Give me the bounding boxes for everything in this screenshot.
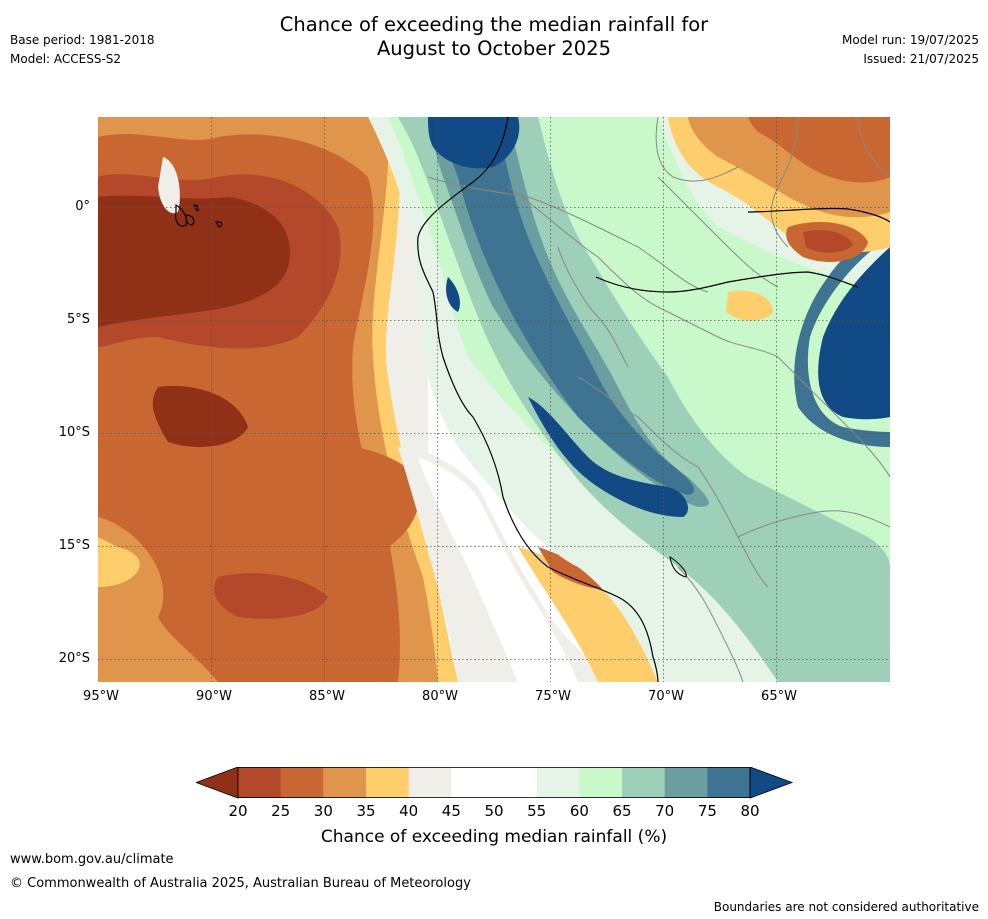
pacific-15 <box>98 195 290 327</box>
colorbar-tick-label: 65 <box>612 802 632 820</box>
model-run-text: Model run: 19/07/2025 <box>841 33 979 47</box>
lon-label-70w: 70°W <box>648 689 684 704</box>
land-75 <box>438 117 695 495</box>
rainfall-map <box>98 117 890 682</box>
land-80-peru <box>528 397 688 517</box>
map-svg <box>98 117 890 682</box>
pacific-coast-white <box>418 457 578 682</box>
copyright-text: © Commonwealth of Australia 2025, Austra… <box>10 876 471 891</box>
colorbar-segment <box>494 767 537 798</box>
colorbar-segment <box>408 767 452 798</box>
colorbar-title: Chance of exceeding median rainfall (%) <box>320 827 668 847</box>
lat-label-10s: 10°S <box>58 425 90 440</box>
land-75-amazon <box>794 227 890 447</box>
colorbar-segment <box>622 767 665 798</box>
lon-label-90w: 90°W <box>196 689 232 704</box>
lon-label-75w: 75°W <box>535 689 571 704</box>
model-text: Model: ACCESS-S2 <box>10 52 122 66</box>
colorbar-outline <box>237 767 751 799</box>
lon-label-95w: 95°W <box>83 689 119 704</box>
colorbar-segment <box>238 767 281 798</box>
graticule <box>98 117 890 682</box>
land-80-amazon <box>818 247 890 420</box>
lake-titicaca <box>669 555 687 578</box>
colorbar-arrow-high <box>749 766 794 799</box>
colorbar-tick-label: 60 <box>569 802 589 820</box>
lat-label-20s: 20°S <box>58 651 90 666</box>
coastline <box>417 117 890 682</box>
colorbar-tick-label: 80 <box>740 802 760 820</box>
base-period-text: Base period: 1981-2018 <box>10 33 155 47</box>
colorbar-segment <box>451 767 495 798</box>
colorbar-tick-label: 55 <box>527 802 547 820</box>
lon-label-80w: 80°W <box>422 689 458 704</box>
venezuela-east-blob-inner <box>803 230 853 253</box>
colorbar-tick-label: 25 <box>271 802 291 820</box>
colorbar-tick-label: 50 <box>484 802 504 820</box>
galapagos-islands <box>175 203 223 228</box>
guiana-orange <box>726 290 773 321</box>
peru-coast-strip <box>538 547 608 589</box>
colorbar-tick-label: 45 <box>441 802 461 820</box>
title-line-1: Chance of exceeding the median rainfall … <box>279 13 709 36</box>
pacific-south-blob-2 <box>214 573 328 619</box>
website-text: www.bom.gov.au/climate <box>10 852 174 867</box>
issued-text: Issued: 21/07/2025 <box>863 52 979 66</box>
lat-label-15s: 15°S <box>58 538 90 553</box>
pacific-coast-orange-band <box>518 547 660 682</box>
country-borders <box>427 117 890 682</box>
pacific-south-east <box>328 446 420 557</box>
colorbar-segment <box>323 767 367 798</box>
colorbar <box>194 766 794 799</box>
colorbar-segment <box>366 767 409 798</box>
lat-label-0: 0° <box>75 199 90 214</box>
colorbar-tick-label: 75 <box>697 802 717 820</box>
venezuela-25 <box>748 117 890 183</box>
map-title: Chance of exceeding the median rainfall … <box>0 13 988 61</box>
colorbar-segment <box>280 767 324 798</box>
colorbar-tick-label: 30 <box>313 802 333 820</box>
colorbar-tick-label: 70 <box>655 802 675 820</box>
colorbar-segment <box>579 767 623 798</box>
disclaimer-text: Boundaries are not considered authoritat… <box>713 900 979 914</box>
colorbar-segment <box>536 767 580 798</box>
colorbar-tick-label: 20 <box>228 802 248 820</box>
colorbar-arrow-low <box>194 766 239 799</box>
pacific-south-blob <box>152 386 248 447</box>
galapagos-notch <box>158 157 180 214</box>
colorbar-segment <box>707 767 751 798</box>
colorbar-tick-label: 40 <box>399 802 419 820</box>
colorbar-svg <box>194 766 794 799</box>
lon-label-85w: 85°W <box>309 689 345 704</box>
lat-label-5s: 5°S <box>66 312 90 327</box>
land-80-ecuador <box>446 277 460 312</box>
colorbar-segment <box>664 767 708 798</box>
lon-label-65w: 65°W <box>761 689 797 704</box>
title-line-2: August to October 2025 <box>376 37 612 60</box>
colorbar-tick-label: 35 <box>356 802 376 820</box>
